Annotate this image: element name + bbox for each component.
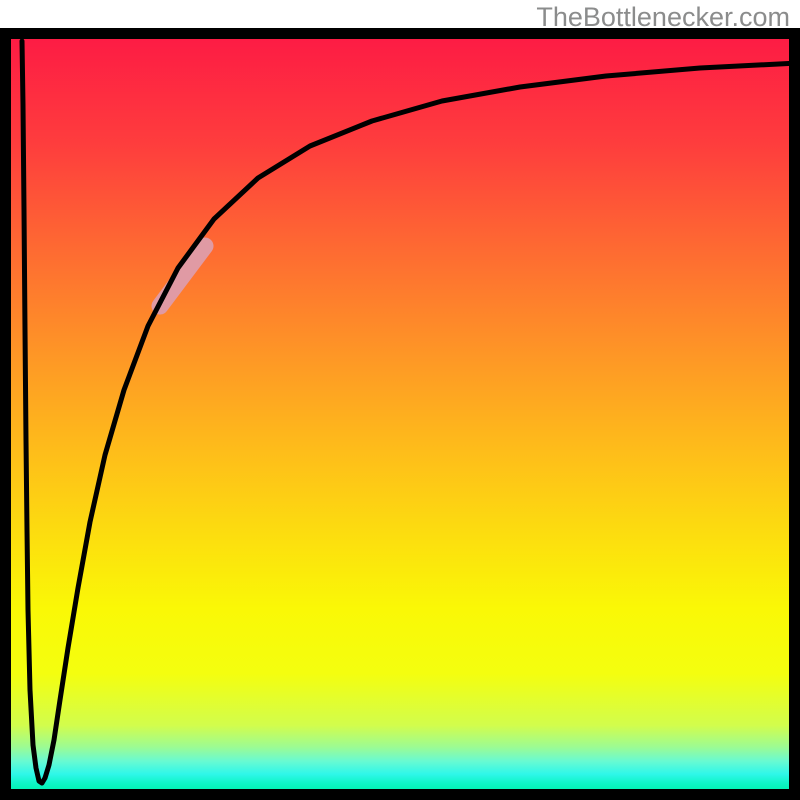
plot-frame: [0, 28, 800, 800]
watermark-text: TheBottlenecker.com: [536, 2, 790, 33]
